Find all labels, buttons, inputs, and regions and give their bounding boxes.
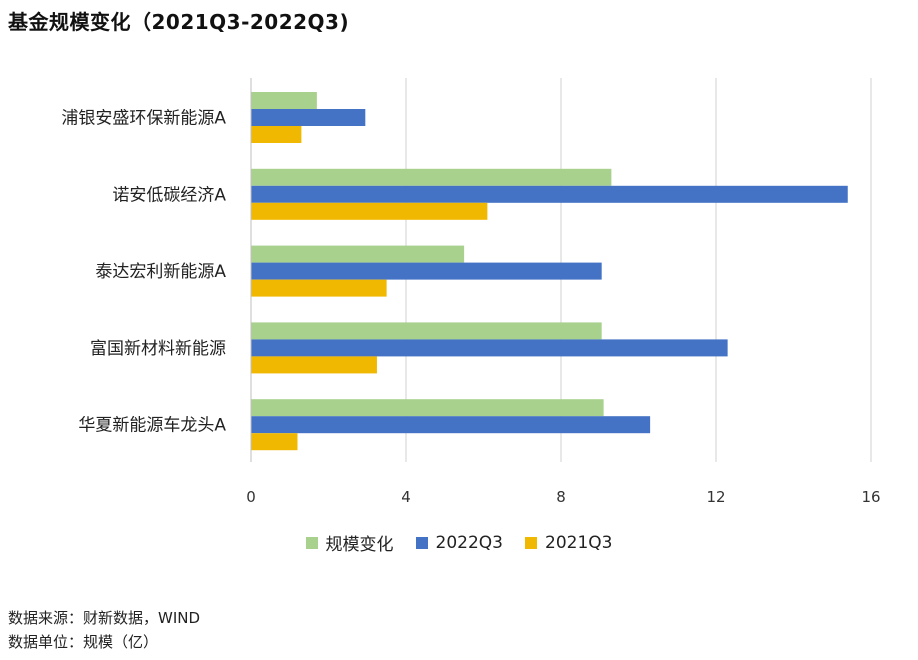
category-label-3: 富国新材料新能源	[90, 339, 226, 359]
legend-label-change: 规模变化	[325, 535, 394, 555]
x-tick-label-1: 4	[401, 488, 411, 506]
legend-swatch-change	[305, 536, 318, 549]
bar-0-2	[251, 245, 465, 263]
x-tick-label-3: 12	[706, 488, 725, 506]
legend-label-2021q3: 2021Q3	[545, 532, 613, 553]
footer: 数据来源：财新数据，WIND 数据单位：规模（亿）	[8, 606, 200, 654]
legend-swatch-2021q3	[525, 536, 537, 549]
legend-item-2022q3: 2022Q3	[415, 530, 503, 555]
bar-1-0	[251, 109, 366, 126]
data-source-note: 数据来源：财新数据，WIND	[8, 609, 201, 627]
bar-0-4	[251, 399, 604, 417]
legend: 规模变化 2022Q3 2021Q3	[0, 530, 918, 555]
category-label-4: 华夏新能源车龙头A	[78, 416, 226, 436]
bar-2-1	[251, 202, 488, 220]
x-tick-label-2: 8	[556, 488, 566, 506]
bar-2-3	[251, 356, 377, 374]
bar-0-3	[251, 322, 602, 340]
bar-1-4	[251, 416, 651, 434]
bar-1-3	[251, 339, 728, 357]
chart-title: 基金规模变化（2021Q3-2022Q3)	[8, 10, 350, 34]
category-label-2: 泰达宏利新能源A	[95, 262, 226, 282]
bar-0-0	[251, 92, 317, 109]
category-label-1: 诺安低碳经济A	[112, 185, 226, 205]
legend-swatch-2022q3	[415, 536, 428, 549]
x-tick-label-4: 16	[861, 488, 880, 506]
x-tick-label-0: 0	[246, 488, 256, 506]
legend-item-2021q3: 2021Q3	[525, 530, 612, 555]
bar-2-2	[251, 279, 387, 297]
bar-2-4	[251, 433, 298, 451]
bar-1-1	[251, 185, 848, 203]
bar-1-2	[251, 262, 602, 280]
bar-2-0	[251, 126, 302, 143]
category-label-0: 浦银安盛环保新能源A	[61, 109, 226, 129]
legend-item-change: 规模变化	[305, 530, 394, 555]
bar-0-1	[251, 168, 612, 186]
data-unit-note: 数据单位：规模（亿）	[8, 633, 159, 651]
legend-label-2022q3: 2022Q3	[435, 532, 503, 553]
